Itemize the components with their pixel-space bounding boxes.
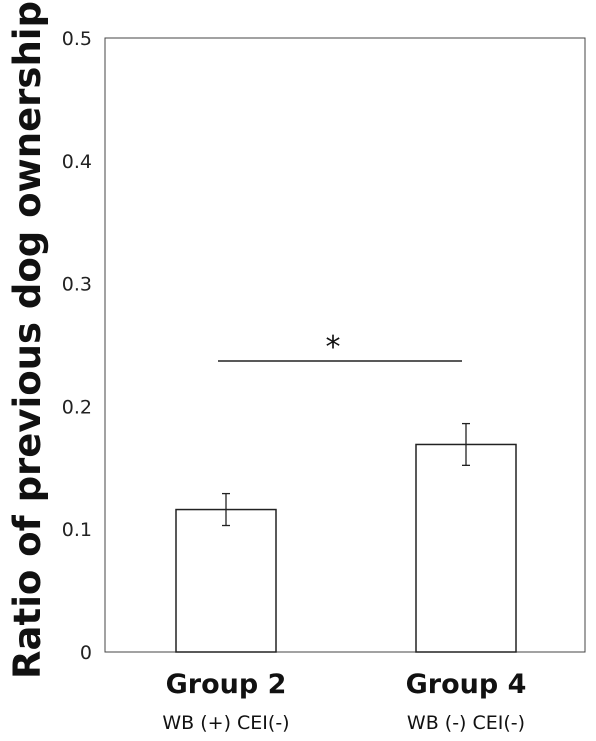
x-subcategory-label: WB (+) CEI(-) <box>162 712 289 734</box>
x-category-label: Group 4 <box>406 669 527 700</box>
error-bar <box>462 422 470 466</box>
y-tick-label: 0 <box>80 642 92 664</box>
y-tick-label: 0.4 <box>62 151 92 173</box>
x-subcategory-label: WB (-) CEI(-) <box>407 712 525 734</box>
significance-marker: * <box>218 330 462 365</box>
y-tick-label: 0.3 <box>62 274 92 296</box>
y-tick-label: 0.5 <box>62 28 92 50</box>
x-category-label: Group 2 <box>166 669 287 700</box>
error-bar <box>222 492 230 527</box>
x-categories: Group 2 WB (+) CEI(-) Group 4 WB (-) CEI(-) <box>162 669 526 734</box>
y-axis-label: Ratio of previous dog ownership <box>6 1 49 679</box>
y-tick-label: 0.2 <box>62 396 92 418</box>
bar <box>415 443 517 653</box>
bars <box>175 422 517 653</box>
plot-frame <box>104 37 586 653</box>
y-tick-label: 0.1 <box>62 519 92 541</box>
bar <box>175 508 277 653</box>
y-ticks: 0 0.1 0.2 0.3 0.4 0.5 <box>62 28 92 664</box>
significance-star: * <box>326 330 341 365</box>
